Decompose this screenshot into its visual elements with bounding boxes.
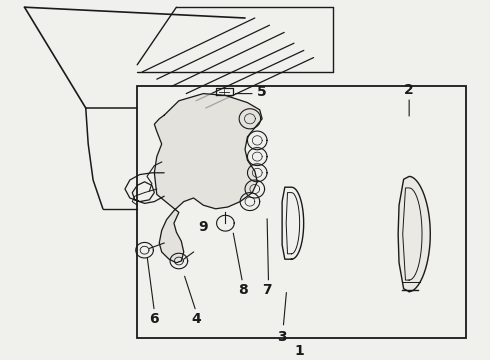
Text: 7: 7 xyxy=(262,283,272,297)
Polygon shape xyxy=(398,176,430,292)
Bar xyxy=(137,86,466,338)
Polygon shape xyxy=(154,94,262,263)
Text: 3: 3 xyxy=(277,330,287,343)
Text: 6: 6 xyxy=(149,312,159,325)
Text: 5: 5 xyxy=(257,85,267,99)
Text: 2: 2 xyxy=(404,83,414,97)
Text: 8: 8 xyxy=(238,283,247,297)
Text: 1: 1 xyxy=(294,344,304,358)
Text: 4: 4 xyxy=(191,312,201,325)
Text: 9: 9 xyxy=(198,220,208,234)
